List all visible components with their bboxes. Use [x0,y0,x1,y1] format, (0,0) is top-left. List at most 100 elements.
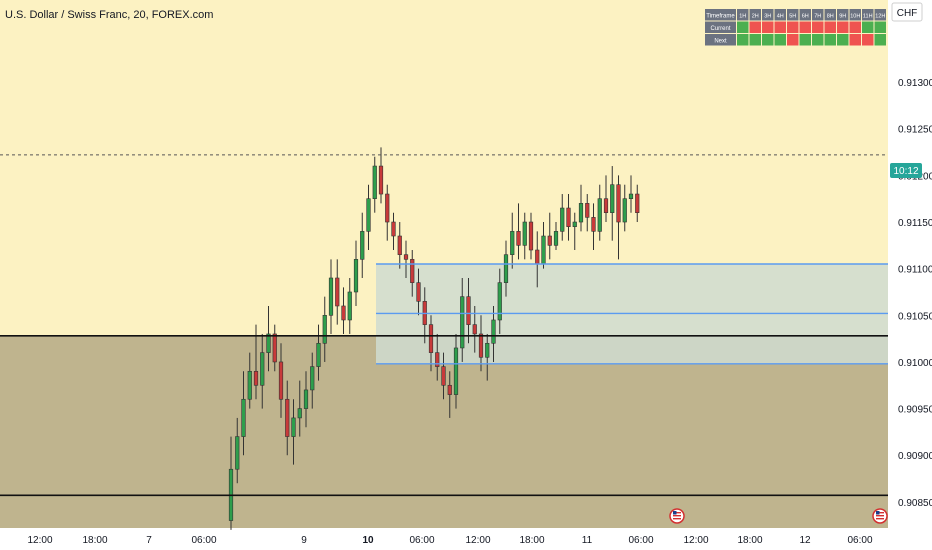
timeframe-row-cell [705,21,736,33]
timeframe-status-cell [874,34,886,46]
currency-label: CHF [897,8,918,19]
timeframe-status-cell [749,34,761,46]
timeframe-status-cell [762,34,774,46]
candle-body [610,184,615,213]
candle-body [291,417,296,437]
candle-body [516,231,521,246]
symbol-title: U.S. Dollar / Swiss Franc, 20, FOREX.com [5,9,213,21]
time-tick-label: 06:00 [847,535,872,546]
timeframe-table: Timeframe 1H 2H 3H 4H 5H 6H 7H 8H 9H 10H 11H 12H Curr… [705,9,886,46]
candle-body [591,217,596,232]
candle-body [553,231,559,246]
timeframe-status-cell [812,34,824,46]
timeframe-status-cell [787,34,799,46]
candle-body [622,198,627,223]
timeframe-column-cell [799,9,811,21]
timeframe-column-cell [774,9,786,21]
timeframe-status-cell [849,21,861,33]
time-tick-label: 12:00 [27,535,52,546]
candle-body [272,333,277,363]
time-tick-label: 18:00 [82,535,107,546]
timeframe-column-label: 4H [777,14,784,20]
timeframe-status-cell [774,34,786,46]
timeframe-column-cell [737,9,749,21]
timeframe-column-label: 1H [739,14,746,20]
timeframe-header-cell [705,9,736,21]
level-lines [0,154,888,497]
timeframe-column-cell [824,9,836,21]
candle-body [635,193,640,213]
timeframe-status-cell [762,21,774,33]
time-tick-label: 7 [146,535,152,546]
timeframe-row-label: Current [710,26,730,32]
candlestick-series [228,147,640,530]
candle-body [441,366,446,386]
candle-body [403,254,409,260]
timeframe-column-label: 11H [863,14,873,20]
candle-body [541,235,546,265]
price-tick-label: 0.90850 [898,498,932,509]
last-price-tag: 10:12 [890,163,922,178]
candle-body [385,193,390,223]
timeframe-status-cell [824,21,836,33]
flag-icon-canton [876,511,880,515]
candle-body [297,408,302,419]
timeframe-status-cell [849,34,861,46]
timeframe-column-cell [862,9,874,21]
price-tick-label: 0.91250 [898,125,932,136]
timeframe-column-cell [849,9,861,21]
candle-body [597,198,602,232]
candle-body [372,165,377,199]
flag-icon-stripe [673,512,681,514]
candle-body [416,282,421,302]
timeframe-status-cell [824,34,836,46]
candle-body [491,319,496,344]
candle-body [266,333,271,353]
candle-body [278,361,284,400]
candle-body [378,165,384,195]
candle-body [616,184,621,223]
time-axis: 12:00 18:00 7 06:00 9 10 06:00 12:00 18:00 11 06:0… [27,535,872,546]
time-tick-label: 12:00 [465,535,490,546]
candle-body [547,235,552,246]
candle-body [460,296,465,349]
time-tick-label: 06:00 [191,535,216,546]
last-price-tag-box [890,163,922,178]
candle-body [303,389,309,409]
time-axis-background [0,528,932,550]
candle-body [535,249,540,265]
candle-body [322,315,327,344]
candle-body [235,436,240,470]
timeframe-status-cell [787,21,799,33]
currency-box[interactable] [891,2,923,22]
timeframe-column-label: 9H [839,14,846,20]
price-tick-label: 0.91150 [898,218,932,229]
timeframe-header-label: Timeframe [706,14,735,20]
timeframe-status-cell [737,34,749,46]
timeframe-column-label: 10H [850,14,860,20]
economic-events [669,508,888,524]
candle-body [247,370,252,400]
time-tick-label: 18:00 [737,535,762,546]
timeframe-column-cell [762,9,774,21]
candle-body [241,398,246,437]
timeframe-column-cell [787,9,799,21]
candle-body [447,384,452,395]
candle-body [260,352,265,386]
flag-icon-stripe [876,518,884,520]
time-tick-label: 06:00 [409,535,434,546]
candle-body [353,259,359,293]
candle-body [485,342,490,358]
candle-body [566,207,571,227]
timeframe-row-cell [705,34,736,46]
candle-body [497,282,502,321]
time-tick-label: 12:00 [683,535,708,546]
timeframe-column-cell [812,9,824,21]
timeframe-status-cell [812,21,824,33]
timeframe-column-label: 8H [827,14,834,20]
timeframe-column-label: 12H [875,14,885,20]
timeframe-column-label: 5H [789,14,796,20]
price-tick-label: 0.91000 [898,358,932,369]
timeframe-status-cell [837,21,849,33]
